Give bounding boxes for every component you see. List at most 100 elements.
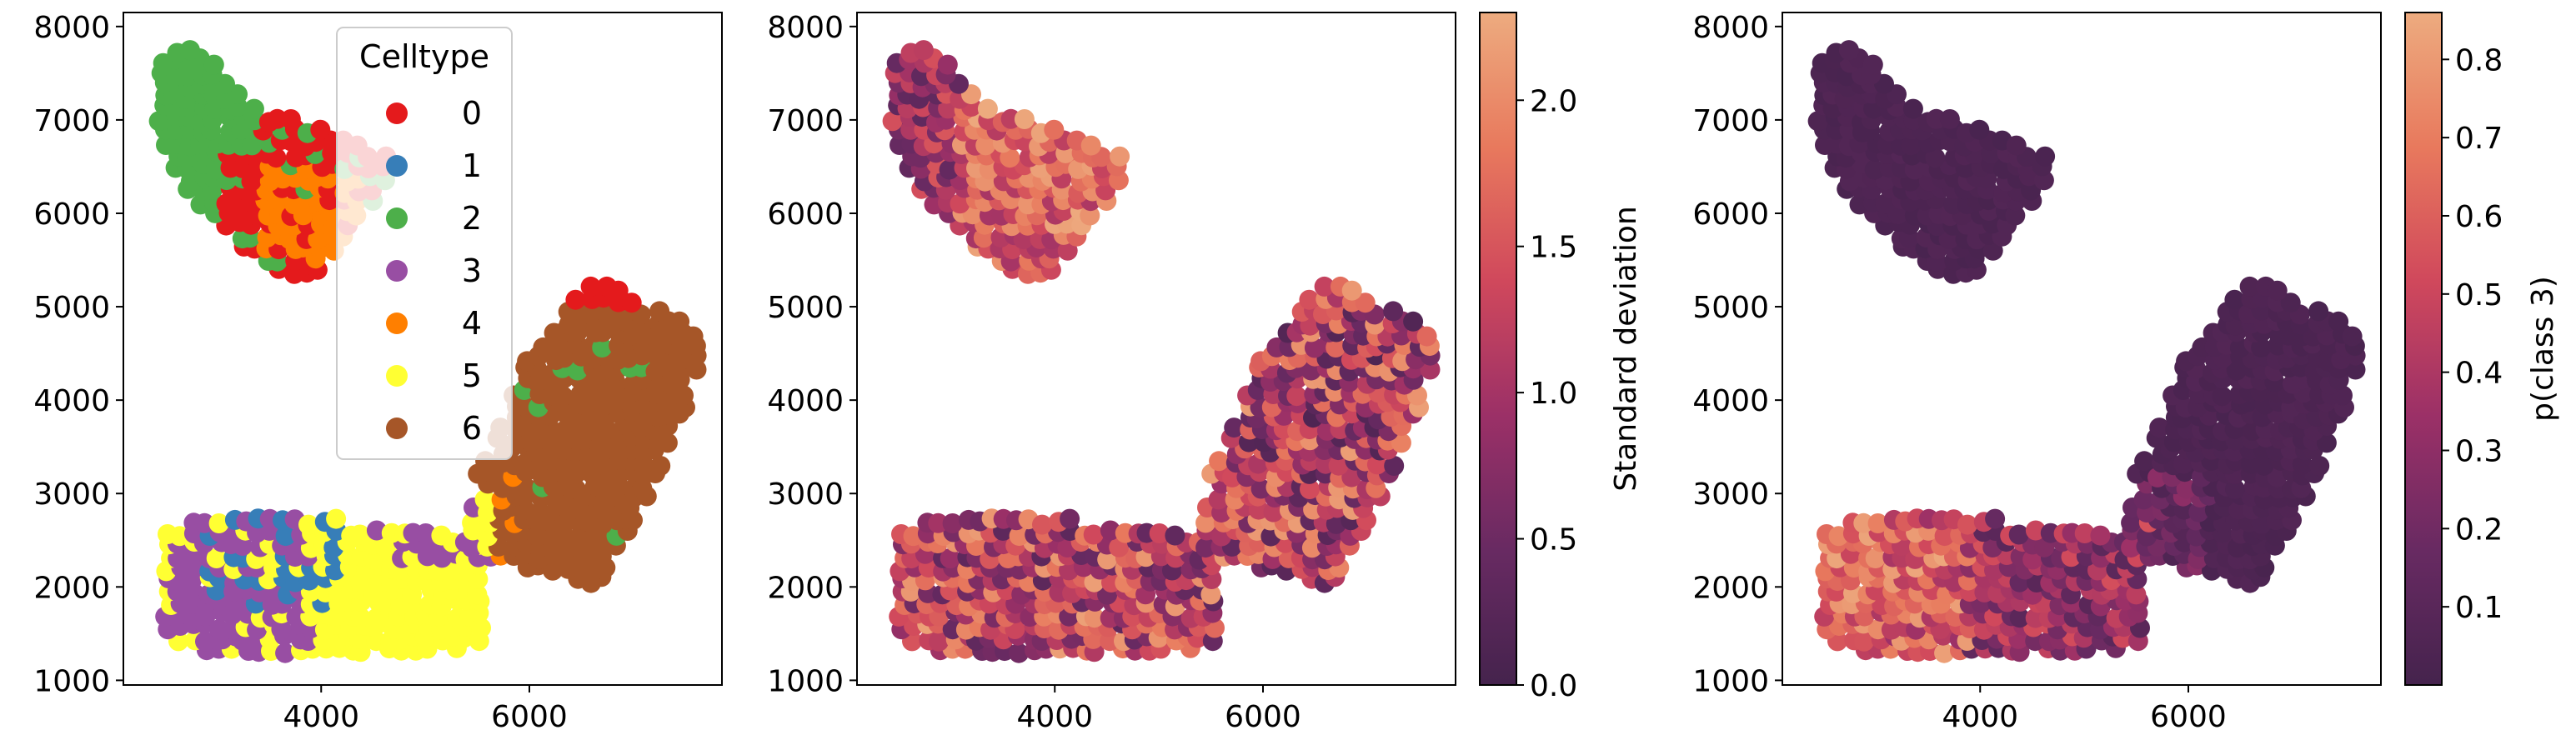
x-tick-label: 4000 bbox=[1942, 700, 2018, 734]
axes-frame bbox=[856, 12, 1456, 686]
scatter-point bbox=[1299, 289, 1320, 310]
scatter-point bbox=[683, 326, 704, 347]
scatter-point bbox=[1901, 135, 1922, 156]
legend-marker bbox=[386, 208, 408, 229]
scatter-point bbox=[1286, 386, 1307, 407]
scatter-point bbox=[148, 111, 169, 132]
scatter-point bbox=[2008, 524, 2029, 545]
colorbar-gradient bbox=[2404, 12, 2443, 686]
y-tick-label: 7000 bbox=[1692, 104, 1769, 138]
scatter-point bbox=[1209, 451, 1230, 472]
scatter-point bbox=[592, 338, 613, 358]
scatter-point bbox=[280, 109, 301, 129]
legend-label: 0 bbox=[462, 95, 482, 132]
scatter-point bbox=[1957, 514, 1977, 535]
legend-label: 6 bbox=[462, 410, 482, 447]
scatter-point bbox=[1326, 338, 1346, 358]
scatter-point bbox=[194, 512, 215, 533]
scatter-point bbox=[462, 512, 483, 533]
legend-marker bbox=[386, 260, 408, 282]
scatter-point bbox=[1383, 301, 1404, 322]
scatter-point bbox=[929, 631, 949, 652]
scatter-point bbox=[2253, 455, 2274, 476]
scatter-point bbox=[2309, 456, 2330, 476]
scatter-point bbox=[462, 538, 483, 558]
scatter-point bbox=[1862, 54, 1883, 75]
legend-marker bbox=[386, 418, 408, 439]
y-tick-label: 3000 bbox=[33, 478, 110, 512]
scatter-point bbox=[2280, 292, 2301, 313]
y-tick-label: 7000 bbox=[33, 104, 110, 138]
legend-label: 5 bbox=[462, 358, 482, 394]
scatter-point bbox=[1925, 148, 1946, 168]
scatter-point bbox=[1083, 524, 1104, 545]
colorbar-tick-label: 0.5 bbox=[1530, 523, 1577, 558]
scatter-point bbox=[275, 526, 296, 547]
y-tick-label: 8000 bbox=[767, 11, 844, 45]
scatter-point bbox=[1939, 109, 1960, 129]
scatter-point bbox=[2224, 289, 2245, 310]
scatter-point bbox=[1009, 526, 1030, 547]
scatter-point bbox=[2126, 584, 2147, 605]
scatter-point bbox=[2035, 146, 2056, 167]
scatter-point bbox=[1328, 455, 1349, 476]
scatter-point bbox=[1902, 98, 1923, 119]
scatter-point bbox=[195, 631, 215, 652]
scatter-point bbox=[2328, 311, 2349, 332]
scatter-point bbox=[975, 135, 996, 156]
legend-marker bbox=[386, 312, 408, 334]
scatter-point bbox=[1341, 467, 1362, 488]
scatter-point bbox=[594, 455, 615, 476]
colorbar-tick-label: 0.5 bbox=[2455, 278, 2503, 312]
x-tick-label: 6000 bbox=[1225, 700, 1301, 734]
scatter-point bbox=[649, 301, 670, 322]
scatter-point bbox=[608, 280, 629, 301]
scatter-point bbox=[2121, 538, 2142, 558]
scatter-point bbox=[977, 98, 998, 119]
plot-p-class-3: 1000 2000 3000 4000 5000 6000 7000 8000 4000 6000 bbox=[1692, 11, 2382, 734]
scatter-point bbox=[2239, 276, 2260, 297]
scatter-point bbox=[1110, 146, 1130, 167]
scatter-point bbox=[1969, 119, 1990, 140]
colorbar-tick-label: 0.7 bbox=[2455, 122, 2503, 156]
scatter-point bbox=[1867, 513, 1888, 533]
scatter-point bbox=[621, 292, 642, 313]
scatter-point bbox=[2342, 326, 2363, 347]
legend-celltype: Celltype 0 1 2 3 4 5 6 bbox=[336, 27, 513, 460]
colorbar-standard-deviation: 0.0 0.5 1.0 1.5 2.0 Standard deviation bbox=[1479, 12, 1643, 703]
legend-label: 3 bbox=[462, 252, 482, 289]
scatter-point bbox=[1875, 193, 1896, 214]
y-tick-label: 2000 bbox=[1692, 571, 1769, 605]
scatter-point bbox=[2345, 359, 2366, 380]
scatter-point bbox=[2005, 205, 2026, 226]
scatter-point bbox=[349, 524, 370, 545]
scatter-point bbox=[326, 508, 347, 529]
scatter-point bbox=[2133, 489, 2154, 510]
scatter-point bbox=[2225, 479, 2245, 499]
colorbar-tick-label: 1.0 bbox=[1530, 377, 1577, 411]
scatter-point bbox=[1416, 326, 1437, 347]
y-tick-label: 2000 bbox=[767, 571, 844, 605]
y-tick-label: 5000 bbox=[1692, 291, 1769, 325]
scatter-point bbox=[1384, 456, 1405, 476]
scatter-point bbox=[208, 513, 229, 533]
y-tick-label: 7000 bbox=[767, 104, 844, 138]
scatter-point bbox=[1200, 584, 1221, 605]
scatter-point bbox=[913, 40, 934, 61]
scatter-points bbox=[1807, 40, 2366, 663]
y-tick-label: 2000 bbox=[33, 571, 110, 605]
colorbar-tick-label: 0.0 bbox=[1530, 669, 1577, 703]
scatter-point bbox=[2134, 451, 2155, 472]
scatter-point bbox=[1032, 514, 1052, 535]
legend-marker bbox=[386, 365, 408, 387]
scatter-point bbox=[950, 193, 970, 214]
scatter-point bbox=[657, 432, 678, 453]
colorbar-label: Standard deviation bbox=[1609, 206, 1643, 492]
scatter-point bbox=[1195, 512, 1216, 533]
scatter-point bbox=[1080, 205, 1100, 226]
scatter-point bbox=[431, 525, 452, 546]
scatter-point bbox=[1009, 642, 1030, 663]
scatter-point bbox=[1807, 111, 1828, 132]
scatter-point bbox=[1864, 159, 1885, 180]
